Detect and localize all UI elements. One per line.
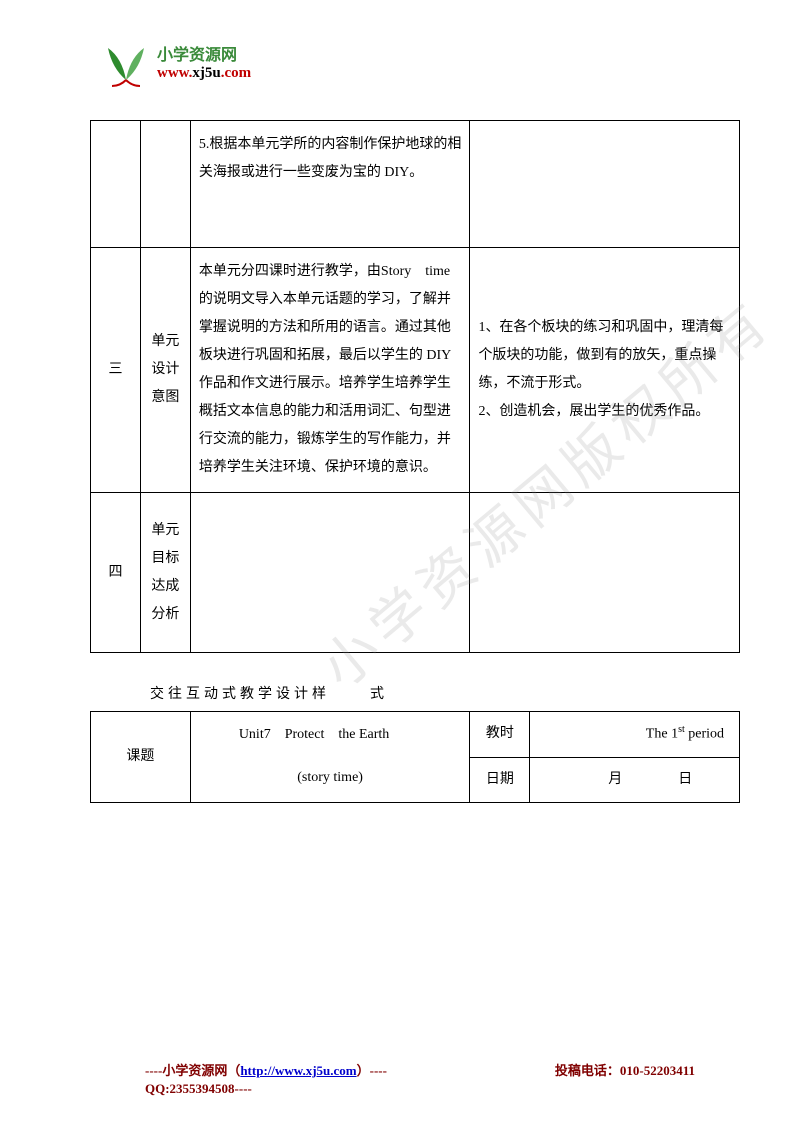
footer-prefix: ----小学资源网（ bbox=[145, 1063, 240, 1078]
cell-notes: 1、在各个板块的练习和巩固中，理清每个版块的功能，做到有的放矢，重点操练，不流于… bbox=[470, 248, 740, 493]
period-value: The 1st period bbox=[530, 712, 740, 758]
cell-label: 单元目标达成分析 bbox=[140, 493, 190, 653]
logo-title: 小学资源网 bbox=[157, 47, 251, 65]
date-value: 月 日 bbox=[530, 757, 740, 802]
footer-phone: 投稿电话：010-52203411 bbox=[555, 1060, 695, 1079]
lesson-table: 课题 Unit7 Protect the Earth (story time) … bbox=[90, 711, 740, 803]
site-logo: 小学资源网 www.xj5u.com bbox=[100, 40, 251, 88]
page-footer: ----小学资源网（http://www.xj5u.com）---- 投稿电话：… bbox=[145, 1060, 740, 1097]
footer-link[interactable]: http://www.xj5u.com bbox=[240, 1063, 356, 1078]
cell-num: 三 bbox=[91, 248, 141, 493]
logo-url: www.xj5u.com bbox=[157, 65, 251, 82]
cell-content: 本单元分四课时进行教学，由Story time的说明文导入本单元话题的学习，了解… bbox=[190, 248, 470, 493]
cell-content: 5.根据本单元学所的内容制作保护地球的相关海报或进行一些变废为宝的 DIY。 bbox=[190, 121, 470, 248]
page-content: 5.根据本单元学所的内容制作保护地球的相关海报或进行一些变废为宝的 DIY。 三… bbox=[90, 120, 740, 803]
cell-num: 四 bbox=[91, 493, 141, 653]
table-row: 三 单元设计意图 本单元分四课时进行教学，由Story time的说明文导入本单… bbox=[91, 248, 740, 493]
cell-label: 单元设计意图 bbox=[140, 248, 190, 493]
period-label: 教时 bbox=[470, 712, 530, 758]
table-row: 5.根据本单元学所的内容制作保护地球的相关海报或进行一些变废为宝的 DIY。 bbox=[91, 121, 740, 248]
cell-notes bbox=[470, 493, 740, 653]
unit-table: 5.根据本单元学所的内容制作保护地球的相关海报或进行一些变废为宝的 DIY。 三… bbox=[90, 120, 740, 653]
course-value: Unit7 Protect the Earth (story time) bbox=[190, 712, 470, 803]
table-row: 课题 Unit7 Protect the Earth (story time) … bbox=[91, 712, 740, 758]
leaf-icon bbox=[100, 40, 152, 88]
footer-qq: QQ:2355394508---- bbox=[145, 1081, 740, 1097]
cell-label bbox=[140, 121, 190, 248]
footer-suffix: ）---- bbox=[357, 1063, 387, 1078]
cell-notes bbox=[470, 121, 740, 248]
table-row: 四 单元目标达成分析 bbox=[91, 493, 740, 653]
cell-content bbox=[190, 493, 470, 653]
date-label: 日期 bbox=[470, 757, 530, 802]
cell-num bbox=[91, 121, 141, 248]
course-label: 课题 bbox=[91, 712, 191, 803]
section-subtitle: 交往互动式教学设计样式 bbox=[150, 683, 740, 703]
